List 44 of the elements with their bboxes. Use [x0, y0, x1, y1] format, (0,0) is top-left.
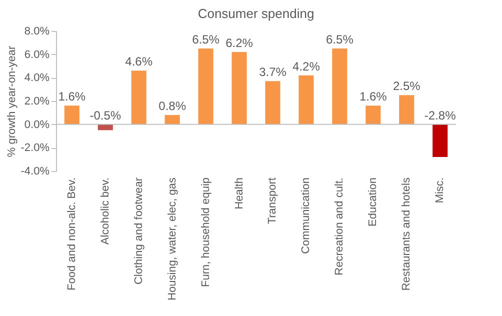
data-label: 6.5%: [326, 32, 354, 46]
x-tick-label: Education: [367, 178, 380, 226]
data-label: 4.2%: [292, 59, 320, 74]
x-tick-label: Recreation and cult.: [334, 178, 346, 276]
x-tick-label: Housing, water, elec, gas: [166, 177, 178, 300]
y-tick-label: -2.0%: [20, 142, 50, 154]
data-label: 3.7%: [259, 65, 287, 80]
bar: [164, 115, 180, 124]
data-label: -0.5%: [90, 108, 122, 122]
bar: [432, 124, 448, 157]
data-label: 4.6%: [125, 54, 153, 69]
data-label: 2.5%: [392, 79, 421, 94]
bar: [232, 52, 247, 124]
x-tick-label: Clothing and footwear: [132, 177, 145, 285]
x-tick-label: Transport: [266, 178, 279, 224]
y-tick-label: 2.0%: [24, 96, 50, 108]
x-tick-label: Health: [233, 178, 246, 210]
y-tick-label: 8.0%: [24, 26, 50, 38]
data-label: 6.2%: [226, 36, 254, 50]
x-tick-label: Restaurants and hotels: [400, 177, 413, 291]
x-tick-label: Misc.: [434, 178, 446, 204]
data-label: 0.8%: [158, 99, 186, 113]
x-tick-label: Food and non-alc. Bev.: [66, 178, 78, 290]
data-label: 6.5%: [192, 32, 220, 46]
data-label: 1.6%: [58, 90, 86, 104]
bar: [198, 48, 214, 124]
bar: [131, 70, 146, 124]
bar: [298, 75, 314, 124]
bar: [64, 106, 80, 124]
bar: [399, 95, 414, 124]
x-tick-label: Furn, household equip: [200, 178, 212, 287]
data-label: 1.6%: [359, 90, 388, 104]
x-tick-label: Alcoholic bev.: [99, 178, 112, 245]
y-tick-label: 0.0%: [24, 118, 50, 131]
y-tick-label: -4.0%: [20, 166, 50, 178]
y-tick-label: 4.0%: [24, 72, 50, 84]
y-tick-label: 6.0%: [24, 48, 50, 61]
data-label: -2.8%: [424, 108, 456, 122]
bar: [265, 81, 280, 124]
chart-title: Consumer spending: [198, 6, 314, 21]
bar: [332, 48, 348, 124]
bar: [366, 106, 381, 124]
x-tick-label: Communication: [300, 178, 312, 254]
y-axis-title: % growth year-on-year: [6, 46, 18, 158]
